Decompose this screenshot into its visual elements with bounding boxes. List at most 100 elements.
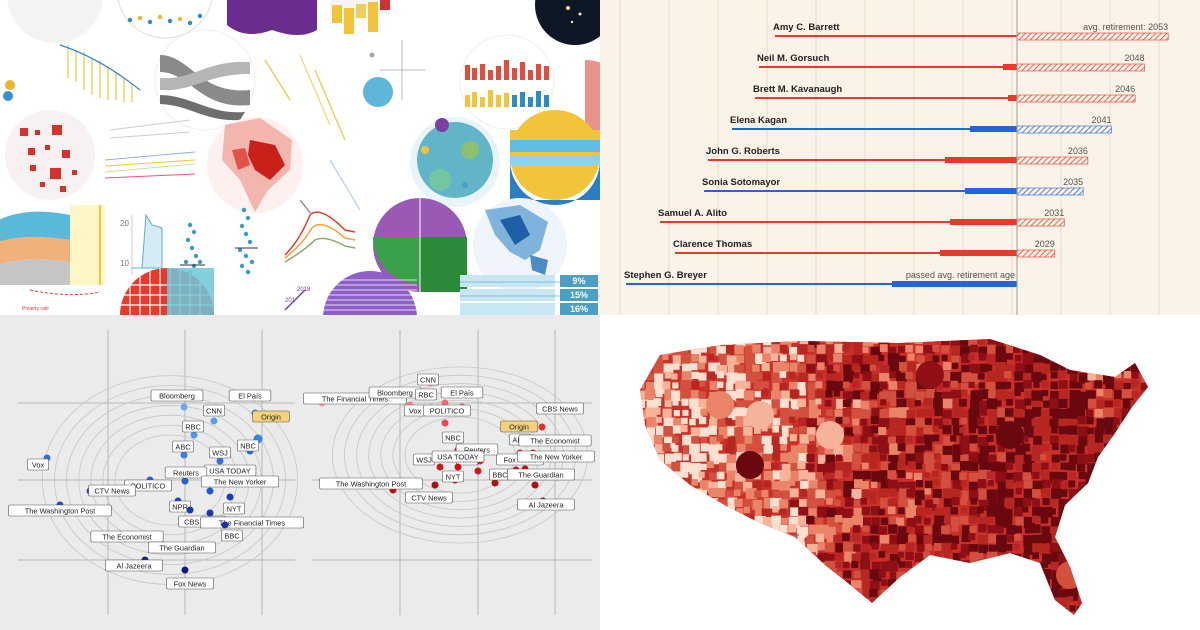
county-cell: [941, 371, 952, 382]
county-cell: [1068, 339, 1077, 347]
county-cell: [1087, 453, 1097, 463]
county-cell: [1131, 380, 1139, 388]
county-cell: [640, 354, 645, 364]
county-cell: [727, 605, 740, 615]
county-cell: [1015, 339, 1028, 349]
county-cell: [707, 579, 716, 588]
county-cell: [799, 542, 806, 549]
county-cell: [664, 589, 677, 601]
county-cell: [754, 427, 761, 434]
county-cell: [718, 579, 728, 589]
county-cell: [817, 552, 828, 563]
county-cell: [1131, 535, 1143, 547]
county-cell: [763, 569, 775, 582]
county-cell: [844, 497, 854, 507]
county-cell: [1040, 596, 1048, 603]
county-cell: [709, 380, 719, 390]
collage-multiline: [284, 199, 356, 263]
county-cell: [932, 470, 939, 477]
county-cell: [690, 346, 702, 358]
county-cell: [789, 409, 800, 420]
county-cell: [952, 425, 964, 436]
media-outlet-label-box: [405, 491, 453, 504]
media-outlet-label: CTV News: [94, 487, 130, 496]
county-cell: [1015, 481, 1025, 491]
justice-remaining-bar: [1016, 63, 1145, 72]
county-cell: [1159, 390, 1168, 399]
county-cell: [871, 481, 878, 488]
county-cell: [1141, 372, 1148, 384]
county-cell: [1104, 605, 1113, 615]
county-cell: [1087, 445, 1095, 453]
media-outlet-label-box: [88, 484, 136, 497]
county-cell: [680, 389, 691, 401]
county-cell: [978, 524, 987, 533]
county-cell: [889, 443, 901, 455]
county-cell: [1150, 562, 1159, 571]
county-cell: [772, 382, 781, 392]
density-contour: [54, 385, 286, 575]
county-cell: [923, 472, 930, 479]
county-cell: [1040, 543, 1052, 555]
county-cell: [871, 355, 883, 367]
county-cell: [862, 578, 874, 590]
county-cell: [987, 614, 994, 615]
county-cell: [842, 339, 851, 347]
county-cell: [797, 625, 805, 630]
county-cell: [1060, 346, 1070, 355]
county-cell: [717, 525, 730, 538]
county-cell: [997, 552, 1007, 563]
county-cell: [862, 517, 872, 526]
county-cell: [1078, 553, 1086, 562]
county-cell: [925, 353, 935, 363]
county-cell: [1059, 409, 1070, 419]
county-cell: [654, 382, 666, 394]
county-cell: [644, 389, 656, 400]
media-outlet-label: The Washington Post: [25, 507, 95, 516]
county-cell: [780, 562, 792, 573]
county-cell: [951, 339, 962, 349]
county-cell: [1140, 339, 1148, 345]
county-cell: [681, 626, 689, 630]
county-cell: [744, 607, 757, 615]
county-cell: [1032, 588, 1040, 596]
county-cell: [1022, 443, 1031, 452]
county-cell: [961, 389, 968, 396]
axis-tick-20: 20: [120, 219, 129, 228]
county-cell: [961, 354, 971, 364]
county-cell: [1042, 533, 1052, 544]
county-cell: [797, 398, 806, 408]
county-cell: [1158, 589, 1169, 600]
county-cell: [772, 506, 779, 513]
county-cell: [699, 578, 709, 589]
media-outlet-marker: BBC: [221, 521, 243, 542]
county-cell: [824, 542, 835, 552]
county-cell: [932, 488, 942, 499]
county-cell: [1050, 391, 1061, 402]
county-cell: [727, 426, 737, 436]
county-cell: [1086, 517, 1095, 525]
county-cell: [1094, 561, 1103, 569]
county-cell: [1042, 479, 1051, 488]
county-cell: [815, 580, 827, 592]
county-cell: [1077, 345, 1089, 357]
county-cell: [1132, 543, 1140, 551]
county-cell: [968, 408, 981, 421]
county-cell: [645, 362, 652, 370]
county-cell: [1006, 571, 1014, 579]
county-cell: [789, 598, 798, 607]
county-cell: [707, 515, 715, 523]
county-cell: [754, 490, 761, 498]
county-cell: [870, 525, 879, 534]
county-cell: [879, 381, 888, 390]
county-cell: [1069, 435, 1081, 448]
county-cell: [1024, 626, 1033, 630]
county-cell: [700, 551, 710, 560]
justice-row: Neil M. Gorsuch 2048: [757, 53, 1145, 72]
county-cell: [843, 364, 855, 376]
county-cell: [681, 614, 692, 615]
county-cell: [798, 344, 809, 354]
county-cell: [726, 355, 737, 366]
county-cell: [1024, 390, 1033, 399]
